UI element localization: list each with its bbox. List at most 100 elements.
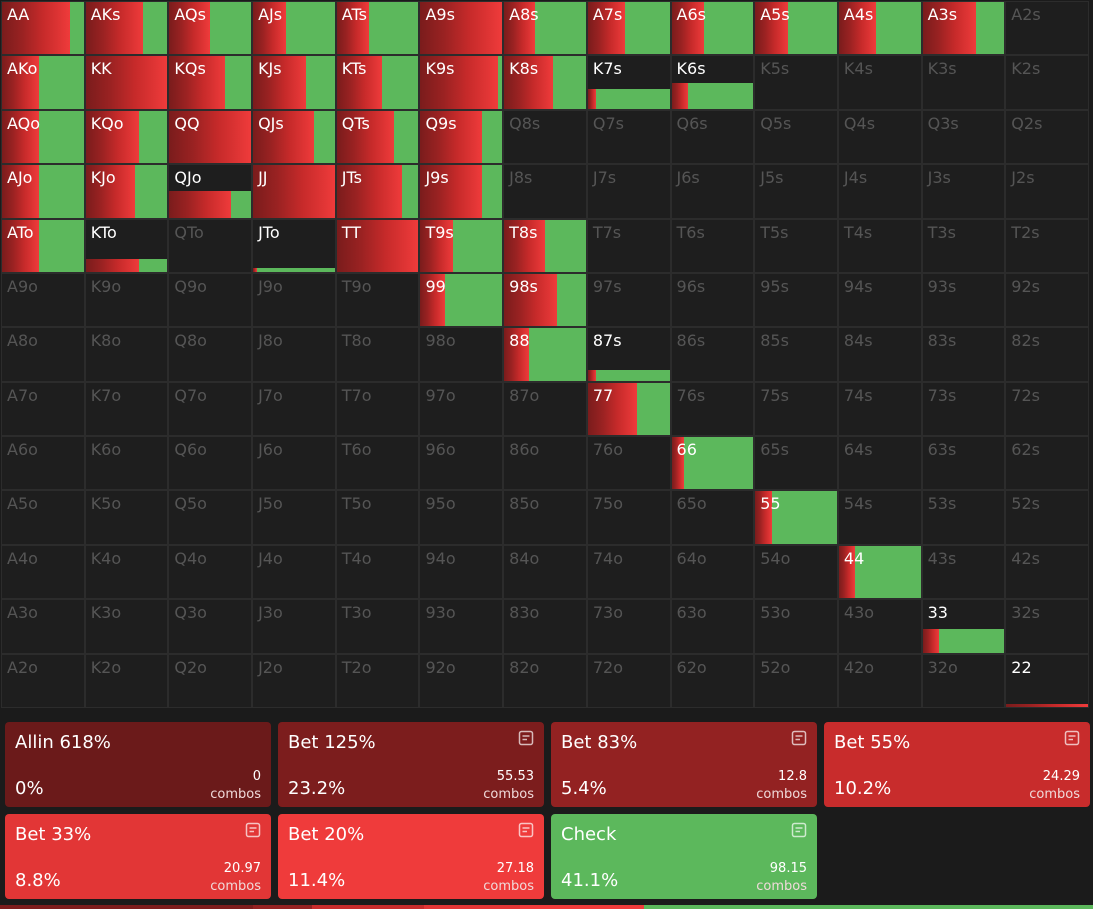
hand-cell[interactable]: QQ	[168, 109, 253, 165]
hand-cell[interactable]: K7o	[84, 381, 169, 437]
hand-cell[interactable]: J4o	[252, 544, 336, 600]
hand-cell[interactable]: ATs	[335, 1, 420, 56]
hand-cell[interactable]: 72o	[586, 653, 671, 708]
hand-cell[interactable]: 74s	[837, 381, 922, 437]
hand-cell[interactable]: 52s	[1005, 490, 1089, 545]
hand-cell[interactable]: 74o	[586, 544, 671, 600]
hand-cell[interactable]: 43s	[921, 544, 1006, 600]
hand-cell[interactable]: KK	[84, 55, 169, 110]
hand-cell[interactable]: K8o	[84, 327, 169, 382]
hand-cell[interactable]: T2s	[1005, 218, 1089, 273]
hand-cell[interactable]: T7o	[335, 381, 420, 437]
hand-cell[interactable]: 83s	[921, 327, 1006, 382]
hand-cell[interactable]: Q6o	[168, 436, 253, 491]
hand-cell[interactable]: T9o	[335, 272, 420, 328]
hand-cell[interactable]: Q7o	[168, 381, 253, 437]
hand-cell[interactable]: Q3s	[921, 109, 1006, 165]
hand-cell[interactable]: 82s	[1005, 327, 1089, 382]
hand-cell[interactable]: Q6s	[670, 109, 755, 165]
hand-cell[interactable]: 75s	[754, 381, 838, 437]
hand-cell[interactable]: K5o	[84, 490, 169, 545]
hand-cell[interactable]: 94s	[837, 272, 922, 328]
hand-cell[interactable]: QJs	[252, 109, 336, 165]
hand-cell[interactable]: 52o	[754, 653, 838, 708]
action-card[interactable]: Bet 55% 10.2% 24.29 combos	[824, 722, 1090, 807]
hand-cell[interactable]: Q4o	[168, 544, 253, 600]
hand-cell[interactable]: JJ	[252, 164, 336, 219]
hand-cell[interactable]: AJs	[252, 1, 336, 56]
hand-cell[interactable]: J6s	[670, 164, 755, 219]
hand-cell[interactable]: 32s	[1005, 599, 1089, 654]
hand-cell[interactable]: A9o	[1, 272, 85, 328]
hand-cell[interactable]: J8o	[252, 327, 336, 382]
hand-cell[interactable]: 98s	[503, 272, 587, 328]
hand-cell[interactable]: 93s	[921, 272, 1006, 328]
hand-cell[interactable]: T3s	[921, 218, 1006, 273]
hand-cell[interactable]: J2s	[1005, 164, 1089, 219]
hand-cell[interactable]: T4s	[837, 218, 922, 273]
hand-cell[interactable]: 42s	[1005, 544, 1089, 600]
hand-cell[interactable]: J3s	[921, 164, 1006, 219]
hand-cell[interactable]: QJo	[168, 164, 253, 219]
hand-cell[interactable]: A5s	[754, 1, 838, 56]
hand-cell[interactable]: JTo	[252, 218, 336, 273]
hand-cell[interactable]: 77	[586, 381, 671, 437]
hand-cell[interactable]: 75o	[586, 490, 671, 545]
hand-cell[interactable]: 76s	[670, 381, 755, 437]
hand-cell[interactable]: TT	[335, 218, 420, 273]
hand-cell[interactable]: K2s	[1005, 55, 1089, 110]
hand-cell[interactable]: T5s	[754, 218, 838, 273]
hand-cell[interactable]: 99	[419, 272, 504, 328]
hand-cell[interactable]: A3o	[1, 599, 85, 654]
hand-cell[interactable]: T5o	[335, 490, 420, 545]
hand-cell[interactable]: J8s	[503, 164, 587, 219]
hand-cell[interactable]: T8o	[335, 327, 420, 382]
hand-cell[interactable]: Q9s	[419, 109, 504, 165]
hand-cell[interactable]: J2o	[252, 653, 336, 708]
hand-cell[interactable]: J4s	[837, 164, 922, 219]
hand-cell[interactable]: 55	[754, 490, 838, 545]
hand-cell[interactable]: 22	[1005, 653, 1089, 708]
hand-cell[interactable]: K3o	[84, 599, 169, 654]
hand-cell[interactable]: J9s	[419, 164, 504, 219]
hand-cell[interactable]: Q3o	[168, 599, 253, 654]
hand-cell[interactable]: J6o	[252, 436, 336, 491]
hand-cell[interactable]: K5s	[754, 55, 838, 110]
hand-cell[interactable]: 97o	[419, 381, 504, 437]
hand-cell[interactable]: 87s	[586, 327, 671, 382]
hand-cell[interactable]: 63o	[670, 599, 755, 654]
hand-cell[interactable]: 66	[670, 436, 755, 491]
note-icon[interactable]	[518, 730, 534, 746]
hand-cell[interactable]: Q2s	[1005, 109, 1089, 165]
hand-cell[interactable]: T7s	[586, 218, 671, 273]
hand-cell[interactable]: A7o	[1, 381, 85, 437]
hand-cell[interactable]: 95o	[419, 490, 504, 545]
hand-cell[interactable]: 98o	[419, 327, 504, 382]
hand-cell[interactable]: Q5s	[754, 109, 838, 165]
hand-cell[interactable]: K8s	[503, 55, 587, 110]
hand-cell[interactable]: 87o	[503, 381, 587, 437]
hand-cell[interactable]: AKo	[1, 55, 85, 110]
hand-cell[interactable]: K3s	[921, 55, 1006, 110]
hand-cell[interactable]: A2o	[1, 653, 85, 708]
hand-cell[interactable]: 73o	[586, 599, 671, 654]
action-card[interactable]: Bet 33% 8.8% 20.97 combos	[5, 814, 271, 899]
hand-cell[interactable]: 53s	[921, 490, 1006, 545]
hand-cell[interactable]: 83o	[503, 599, 587, 654]
hand-cell[interactable]: KQo	[84, 109, 169, 165]
hand-cell[interactable]: 76o	[586, 436, 671, 491]
hand-cell[interactable]: A6s	[670, 1, 755, 56]
hand-cell[interactable]: T9s	[419, 218, 504, 273]
hand-cell[interactable]: J7o	[252, 381, 336, 437]
hand-cell[interactable]: ATo	[1, 218, 85, 273]
hand-cell[interactable]: T8s	[503, 218, 587, 273]
hand-cell[interactable]: 85o	[503, 490, 587, 545]
hand-cell[interactable]: Q8s	[503, 109, 587, 165]
hand-cell[interactable]: K4s	[837, 55, 922, 110]
hand-cell[interactable]: T6o	[335, 436, 420, 491]
hand-cell[interactable]: K7s	[586, 55, 671, 110]
hand-cell[interactable]: T2o	[335, 653, 420, 708]
hand-cell[interactable]: 84s	[837, 327, 922, 382]
hand-cell[interactable]: 64s	[837, 436, 922, 491]
hand-cell[interactable]: 86o	[503, 436, 587, 491]
